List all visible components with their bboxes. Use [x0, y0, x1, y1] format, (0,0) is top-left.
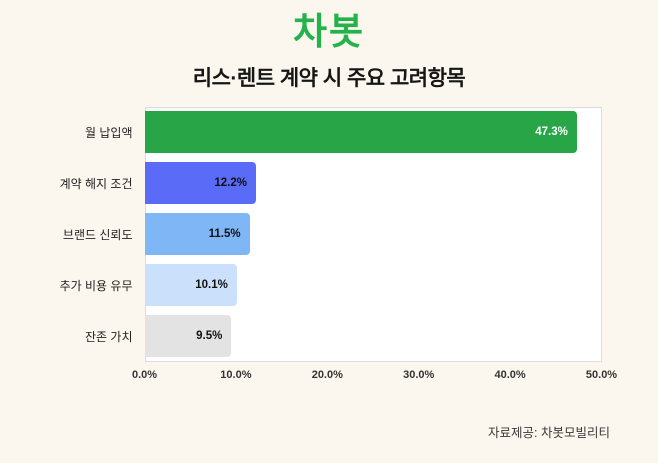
bar-row: 추가 비용 유무 10.1%: [57, 260, 602, 311]
chabot-logo: 차봇: [292, 11, 366, 52]
x-tick-label: 40.0%: [494, 368, 526, 381]
bar-value-label: 12.2%: [214, 177, 247, 190]
bar-row: 브랜드 신뢰도 11.5%: [57, 209, 602, 260]
bar-track: 47.3%: [144, 111, 602, 154]
chart-title: 리스·렌트 계약 시 주요 고려항목: [192, 66, 466, 90]
x-tick-label: 20.0%: [311, 368, 343, 381]
bar-track: 12.2%: [144, 162, 602, 205]
category-label: 월 납입액: [85, 125, 133, 140]
category-label: 추가 비용 유무: [59, 278, 133, 293]
data-source: 자료제공: 차봇모빌리티: [488, 426, 610, 440]
bar-track: 10.1%: [144, 264, 602, 307]
bar-value-label: 11.5%: [208, 228, 241, 241]
bar-value-label: 47.3%: [535, 126, 568, 139]
bar: 11.5%: [144, 213, 250, 256]
bar-row: 잔존 가치 9.5%: [57, 311, 602, 362]
bar-chart: 월 납입액 47.3% 계약 해지 조건 12.2% 브랜드 신뢰도 11.5% 추가 비용…: [57, 106, 617, 385]
bar: 9.5%: [144, 315, 232, 358]
bar: 12.2%: [144, 162, 256, 205]
bar-track: 9.5%: [144, 315, 602, 358]
category-label: 브랜드 신뢰도: [62, 227, 133, 242]
bar: 47.3%: [144, 111, 577, 154]
bar-track: 11.5%: [144, 213, 602, 256]
bar-value-label: 9.5%: [196, 330, 223, 343]
x-tick-label: 10.0%: [220, 368, 252, 381]
category-label: 계약 해지 조건: [59, 176, 133, 191]
x-tick-label: 50.0%: [585, 368, 618, 381]
x-axis-ticks: 0.0% 10.0% 20.0% 30.0% 40.0% 50.0%: [132, 368, 617, 385]
bar-row: 월 납입액 47.3%: [57, 107, 602, 158]
bar: 10.1%: [144, 264, 237, 307]
category-label: 잔존 가치: [85, 329, 133, 344]
bar-row: 계약 해지 조건 12.2%: [57, 158, 602, 209]
x-tick-label: 30.0%: [403, 368, 435, 381]
bar-rows: 월 납입액 47.3% 계약 해지 조건 12.2% 브랜드 신뢰도 11.5% 추가 비용…: [57, 107, 602, 362]
bar-value-label: 10.1%: [195, 279, 228, 292]
x-tick-label: 0.0%: [131, 368, 158, 381]
